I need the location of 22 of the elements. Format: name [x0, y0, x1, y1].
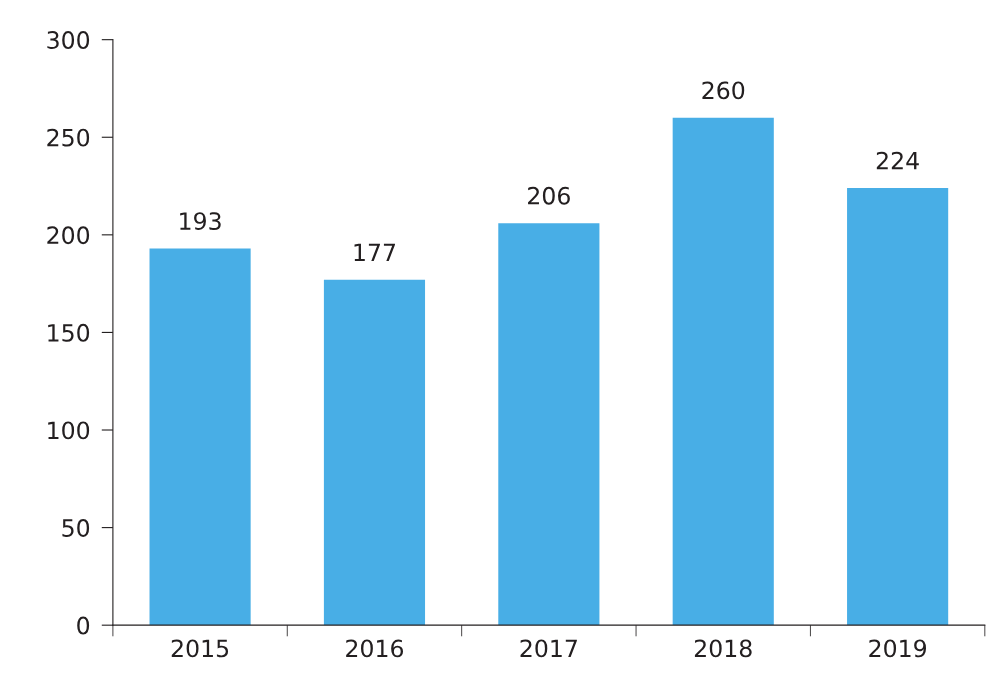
x-tick-label: 2015 [171, 639, 229, 658]
data-label: 193 [180, 212, 221, 231]
bar [672, 117, 774, 626]
data-label: 206 [528, 186, 570, 205]
x-tick-label: 2017 [520, 639, 577, 658]
y-tick-label: 150 [48, 323, 90, 342]
y-tick-label: 0 [77, 616, 90, 635]
y-tick-label: 200 [47, 226, 90, 245]
data-label: 177 [354, 243, 395, 261]
bar [323, 279, 426, 626]
data-label: 260 [702, 81, 745, 100]
y-tick-label: 100 [48, 421, 90, 440]
data-label: 224 [876, 151, 919, 170]
bar [149, 248, 251, 626]
bar [847, 188, 949, 626]
x-tick-label: 2019 [869, 639, 927, 658]
x-tick-label: 2016 [346, 639, 404, 658]
y-tick-label: 50 [62, 519, 90, 537]
y-tick-label: 250 [47, 128, 90, 147]
y-tick-label: 300 [47, 31, 90, 49]
bar [498, 223, 600, 626]
x-tick-label: 2018 [694, 639, 752, 658]
